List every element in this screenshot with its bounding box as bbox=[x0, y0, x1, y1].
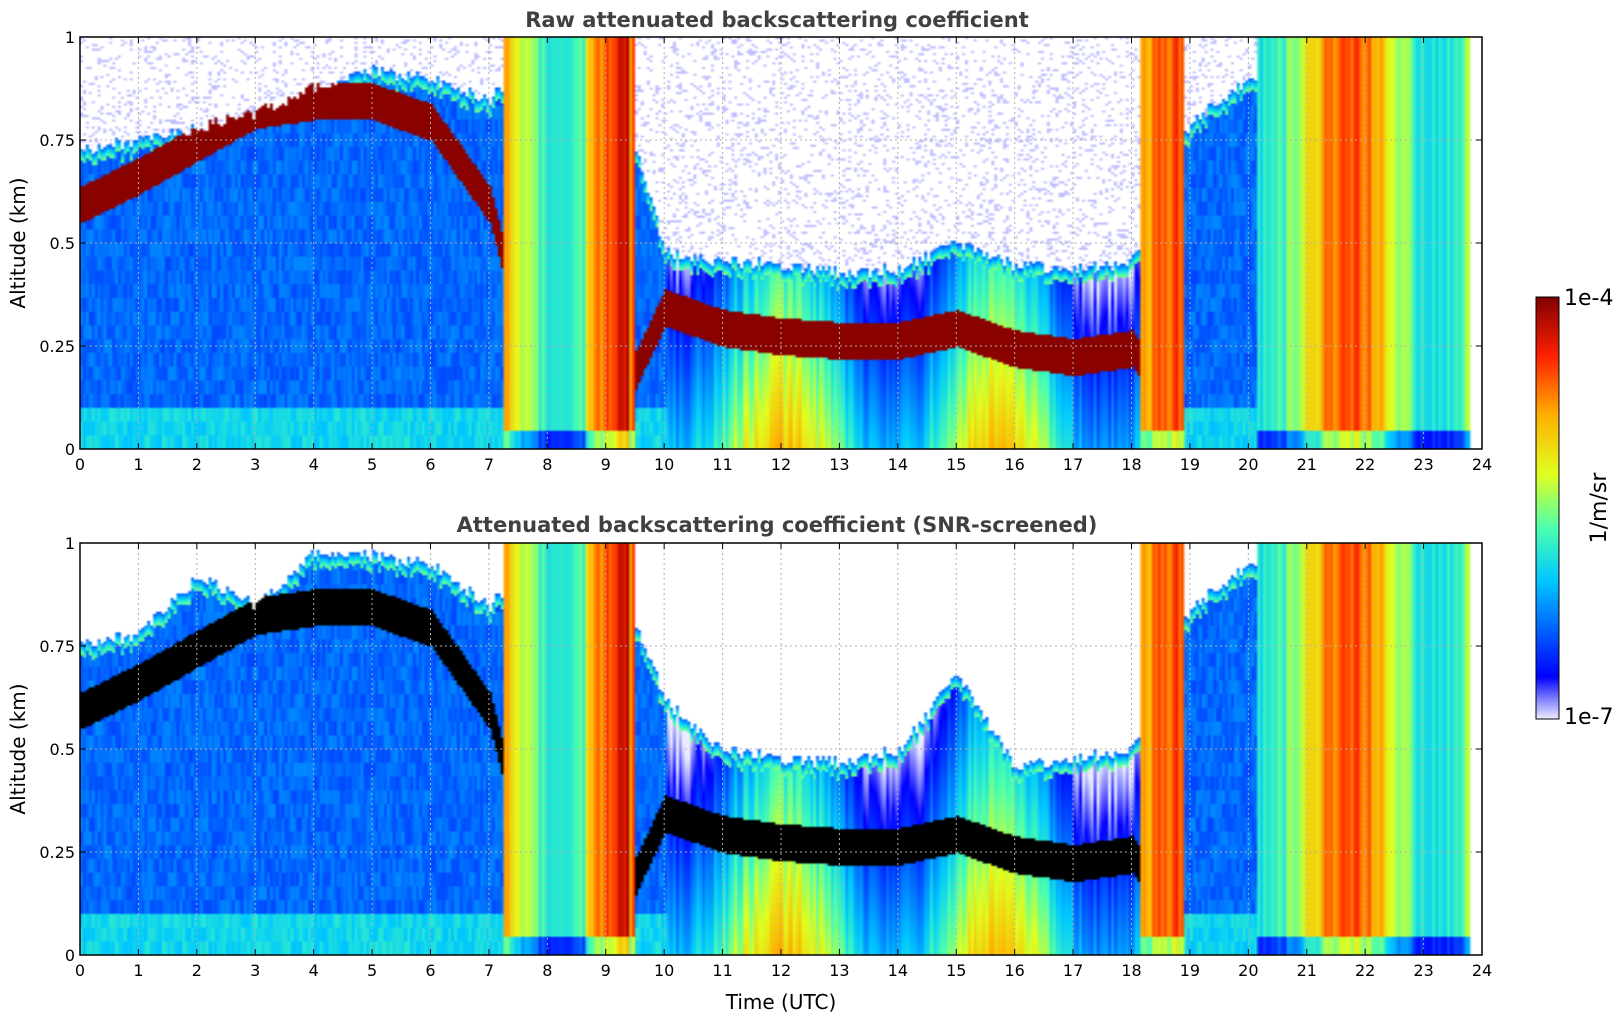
x-tick-label: 0 bbox=[75, 455, 85, 474]
panel-screened-x-ticks: 0 1 2 3 4 5 6 7 8 9 10 11 12 13 14 15 16 17 18 19 20 21 22 23 24 bbox=[75, 543, 1492, 980]
x-tick-label: 3 bbox=[250, 961, 260, 980]
y-tick-label: 0.25 bbox=[39, 843, 75, 862]
colorbar-bar bbox=[1535, 296, 1560, 720]
panel-screened-y-label: Altitude (km) bbox=[6, 683, 30, 814]
x-tick-label: 20 bbox=[1238, 961, 1258, 980]
x-tick-label: 11 bbox=[712, 961, 732, 980]
y-tick-label: 0.25 bbox=[39, 337, 75, 356]
x-tick-label: 13 bbox=[829, 455, 849, 474]
panel-raw: Raw attenuated backscattering coefficien… bbox=[6, 8, 1492, 474]
y-tick-label: 0.75 bbox=[39, 637, 75, 656]
x-tick-label: 13 bbox=[829, 961, 849, 980]
panel-screened-y-ticks: 0 0.25 0.5 0.75 1 bbox=[39, 534, 1482, 965]
panel-screened-grid bbox=[80, 543, 1482, 955]
x-tick-label: 20 bbox=[1238, 455, 1258, 474]
x-tick-label: 4 bbox=[309, 961, 319, 980]
x-tick-label: 22 bbox=[1355, 961, 1375, 980]
x-tick-label: 3 bbox=[250, 455, 260, 474]
colorbar-unit-label: 1/m/sr bbox=[1587, 472, 1612, 544]
x-tick-label: 14 bbox=[888, 455, 908, 474]
x-tick-label: 17 bbox=[1063, 455, 1083, 474]
x-tick-label: 23 bbox=[1413, 961, 1433, 980]
x-tick-label: 16 bbox=[1004, 455, 1024, 474]
y-tick-label: 0.5 bbox=[50, 740, 75, 759]
panel-raw-y-label: Altitude (km) bbox=[6, 177, 30, 308]
x-tick-label: 15 bbox=[946, 455, 966, 474]
x-tick-label: 5 bbox=[367, 455, 377, 474]
x-tick-label: 6 bbox=[425, 455, 435, 474]
y-tick-label: 0.5 bbox=[50, 234, 75, 253]
x-tick-label: 22 bbox=[1355, 455, 1375, 474]
x-tick-label: 8 bbox=[542, 455, 552, 474]
x-tick-label: 21 bbox=[1297, 455, 1317, 474]
x-tick-label: 12 bbox=[771, 455, 791, 474]
x-tick-label: 24 bbox=[1472, 455, 1492, 474]
panel-raw-x-ticks: 0 1 2 3 4 5 6 7 8 9 10 11 12 13 14 15 16 17 18 19 20 21 22 23 24 bbox=[75, 37, 1492, 474]
x-tick-label: 8 bbox=[542, 961, 552, 980]
x-tick-label: 14 bbox=[888, 961, 908, 980]
x-tick-label: 10 bbox=[654, 455, 674, 474]
x-tick-label: 19 bbox=[1180, 961, 1200, 980]
x-tick-label: 18 bbox=[1121, 455, 1141, 474]
x-tick-label: 23 bbox=[1413, 455, 1433, 474]
x-tick-label: 15 bbox=[946, 961, 966, 980]
panel-screened-title: Attenuated backscattering coefficient (S… bbox=[457, 513, 1098, 537]
x-tick-label: 5 bbox=[367, 961, 377, 980]
y-tick-label: 0.75 bbox=[39, 131, 75, 150]
x-tick-label: 12 bbox=[771, 961, 791, 980]
x-axis-label: Time (UTC) bbox=[725, 990, 837, 1014]
y-tick-label: 1 bbox=[65, 534, 75, 553]
x-tick-label: 9 bbox=[601, 455, 611, 474]
colorbar-max-label: 1e-4 bbox=[1564, 286, 1613, 311]
x-tick-label: 24 bbox=[1472, 961, 1492, 980]
y-tick-label: 1 bbox=[65, 28, 75, 47]
panel-raw-grid bbox=[80, 37, 1482, 449]
x-tick-label: 2 bbox=[192, 961, 202, 980]
panel-raw-y-ticks: 0 0.25 0.5 0.75 1 bbox=[39, 28, 1482, 459]
x-tick-label: 10 bbox=[654, 961, 674, 980]
panel-raw-title: Raw attenuated backscattering coefficien… bbox=[525, 8, 1029, 32]
x-tick-label: 17 bbox=[1063, 961, 1083, 980]
x-tick-label: 16 bbox=[1004, 961, 1024, 980]
x-tick-label: 7 bbox=[484, 455, 494, 474]
y-tick-label: 0 bbox=[65, 946, 75, 965]
x-tick-label: 21 bbox=[1297, 961, 1317, 980]
x-tick-label: 0 bbox=[75, 961, 85, 980]
colorbar: 1e-4 1e-7 1/m/sr bbox=[1535, 286, 1613, 730]
x-tick-label: 11 bbox=[712, 455, 732, 474]
x-tick-label: 18 bbox=[1121, 961, 1141, 980]
x-tick-label: 1 bbox=[133, 455, 143, 474]
x-tick-label: 2 bbox=[192, 455, 202, 474]
x-tick-label: 1 bbox=[133, 961, 143, 980]
panel-screened: Attenuated backscattering coefficient (S… bbox=[6, 513, 1492, 1014]
x-tick-label: 7 bbox=[484, 961, 494, 980]
x-tick-label: 4 bbox=[309, 455, 319, 474]
x-tick-label: 9 bbox=[601, 961, 611, 980]
x-tick-label: 6 bbox=[425, 961, 435, 980]
colorbar-min-label: 1e-7 bbox=[1564, 705, 1613, 730]
y-tick-label: 0 bbox=[65, 440, 75, 459]
x-tick-label: 19 bbox=[1180, 455, 1200, 474]
